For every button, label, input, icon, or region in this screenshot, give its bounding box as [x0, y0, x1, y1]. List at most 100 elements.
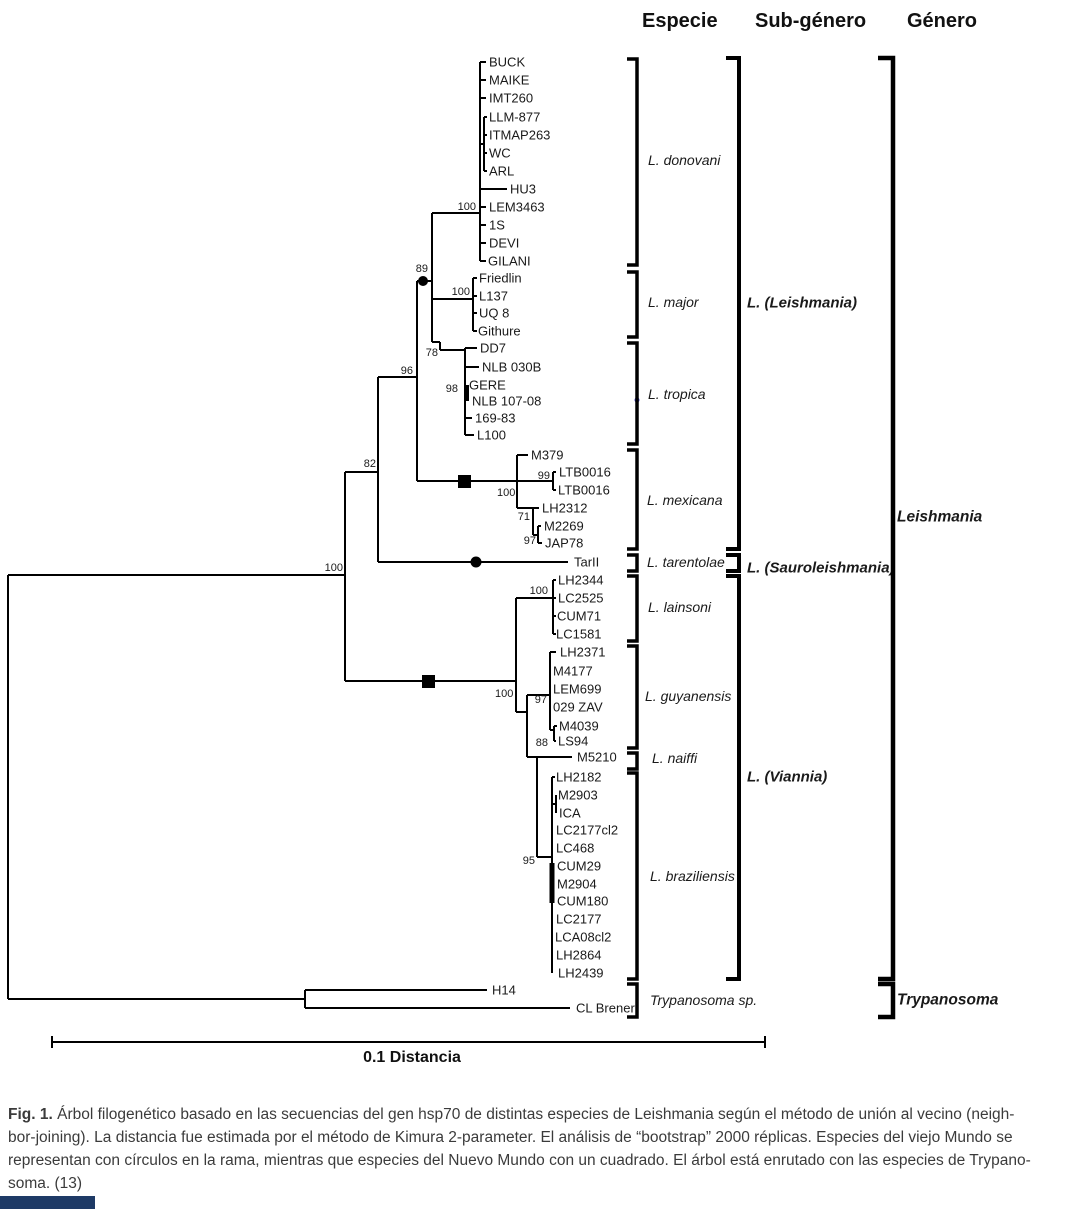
taxon-label: LTB0016 [558, 483, 610, 498]
caption-line: representan con círculos en la rama, mie… [8, 1152, 1031, 1169]
taxon-label: HU3 [510, 182, 536, 197]
bootstrap-value: 78 [426, 347, 438, 359]
species-label: L. braziliensis [650, 868, 735, 884]
bottom-partial-bar [0, 1196, 95, 1209]
species-label: L. lainsoni [648, 599, 712, 615]
taxon-label: LLM-877 [489, 110, 540, 125]
taxon-label: L100 [477, 428, 506, 443]
taxon-label: 029 ZAV [553, 700, 603, 715]
taxon-label: LC2177cl2 [556, 823, 618, 838]
taxon-label: UQ 8 [479, 306, 509, 321]
species-label: L. tropica [648, 386, 706, 402]
taxon-label: CL Brener [576, 1001, 635, 1016]
scale-bar: 0.1 Distancia [51, 1036, 766, 1066]
subgenus-bracket [726, 56, 741, 551]
taxon-label: CUM180 [557, 894, 608, 909]
old-world-circle-marker [418, 276, 428, 286]
taxon-label: BUCK [489, 55, 525, 70]
bootstrap-value: 95 [523, 855, 535, 867]
taxon-label: TarII [574, 555, 599, 570]
taxon-label: LH2371 [560, 645, 606, 660]
phylogenetic-tree: BUCK MAIKE IMT260 LLM-877 ITMAP263 WC ARL HU3 LE… [7, 55, 999, 1066]
species-brackets: L. donovani L. major L. tropica L. mexicana… [627, 57, 757, 1019]
bootstrap-value: 96 [401, 365, 413, 377]
taxon-label: LS94 [558, 734, 588, 749]
taxon-label: LTB0016 [559, 465, 611, 480]
bootstrap-value: 100 [458, 201, 476, 213]
taxon-label: ARL [489, 164, 514, 179]
taxon-label: 169-83 [475, 411, 515, 426]
taxon-label: LEM699 [553, 682, 601, 697]
species-bracket [627, 771, 639, 981]
species-bracket [627, 341, 639, 446]
taxon-label: LC1581 [556, 627, 602, 642]
genus-brackets: Leishmania Trypanosoma [878, 55, 999, 1020]
species-bracket [627, 57, 639, 267]
taxon-label: LH2182 [556, 770, 602, 785]
species-bracket [627, 270, 639, 339]
caption-line: Fig. 1. Árbol filogenético basado en las… [8, 1103, 1076, 1126]
taxon-label: Friedlin [479, 271, 522, 286]
taxon-label: GILANI [488, 254, 531, 269]
taxon-label: CUM71 [557, 609, 601, 624]
old-world-circle-marker [470, 556, 482, 568]
scale-bar-label: 0.1 Distancia [363, 1049, 461, 1066]
subgenus-bracket [726, 574, 741, 981]
taxon-label: JAP78 [545, 536, 583, 551]
bootstrap-value: 100 [325, 562, 343, 574]
bootstrap-value: 97 [524, 535, 536, 547]
bootstrap-value: 98 [446, 383, 458, 395]
bootstrap-value: 100 [497, 487, 515, 499]
caption-text: Árbol filogenético basado en las secuenc… [52, 1106, 1015, 1123]
taxon-label: LC2177 [556, 912, 602, 927]
caption-line: soma. (13) [8, 1175, 83, 1192]
column-header-especie: Especie [642, 10, 718, 32]
genus-bracket [878, 981, 896, 1020]
species-label: L. tarentolae [647, 554, 725, 570]
figure-caption: Fig. 1. Árbol filogenético basado en las… [8, 1103, 1076, 1195]
taxon-label: M4177 [553, 664, 593, 679]
genus-label: Trypanosoma [897, 992, 999, 1009]
taxon-label: DEVI [489, 236, 519, 251]
column-header-genero: Género [907, 10, 978, 32]
taxon-label: 1S [489, 218, 505, 233]
species-bracket [627, 574, 639, 643]
bootstrap-value: 100 [452, 286, 470, 298]
taxon-label: WC [489, 146, 511, 161]
taxon-label: DD7 [480, 341, 506, 356]
taxon-labels: BUCK MAIKE IMT260 LLM-877 ITMAP263 WC ARL HU3 LE… [469, 55, 635, 1016]
species-bracket [627, 448, 639, 551]
bootstrap-value: 82 [364, 458, 376, 470]
subgenus-bracket [726, 553, 741, 573]
species-label: L. donovani [648, 152, 721, 168]
bootstrap-value: 88 [536, 737, 548, 749]
taxon-label: H14 [492, 983, 516, 998]
taxon-label: CUM29 [557, 859, 601, 874]
taxon-label: NLB 107-08 [472, 394, 541, 409]
species-bracket [627, 553, 639, 573]
taxon-label: ITMAP263 [489, 128, 550, 143]
subgenus-label: L. (Sauroleishmania) [747, 560, 895, 577]
species-bracket [627, 644, 639, 750]
taxon-label: LCA08cl2 [555, 930, 611, 945]
taxon-label: LH2312 [542, 501, 588, 516]
taxon-label: NLB 030B [482, 360, 541, 375]
taxon-label: M2269 [544, 519, 584, 534]
column-header-subgenero: Sub-género [755, 10, 867, 32]
genus-label: Leishmania [897, 509, 983, 526]
taxon-label: LH2439 [558, 966, 604, 981]
subgenus-label: L. (Viannia) [747, 769, 827, 786]
taxon-label: LEM3463 [489, 200, 545, 215]
taxon-label: L137 [479, 289, 508, 304]
new-world-square-marker [458, 475, 471, 488]
bootstrap-value: 89 [416, 263, 428, 275]
species-label: L. mexicana [647, 492, 723, 508]
taxon-label: LC2525 [558, 591, 604, 606]
taxon-label: GERE [469, 378, 506, 393]
species-label: Trypanosoma sp. [650, 992, 757, 1008]
bootstrap-value: 97 [535, 694, 547, 706]
tree-branches [7, 61, 572, 1009]
species-label: L. guyanensis [645, 688, 731, 704]
caption-line: bor-joining). La distancia fue estimada … [8, 1129, 1013, 1146]
